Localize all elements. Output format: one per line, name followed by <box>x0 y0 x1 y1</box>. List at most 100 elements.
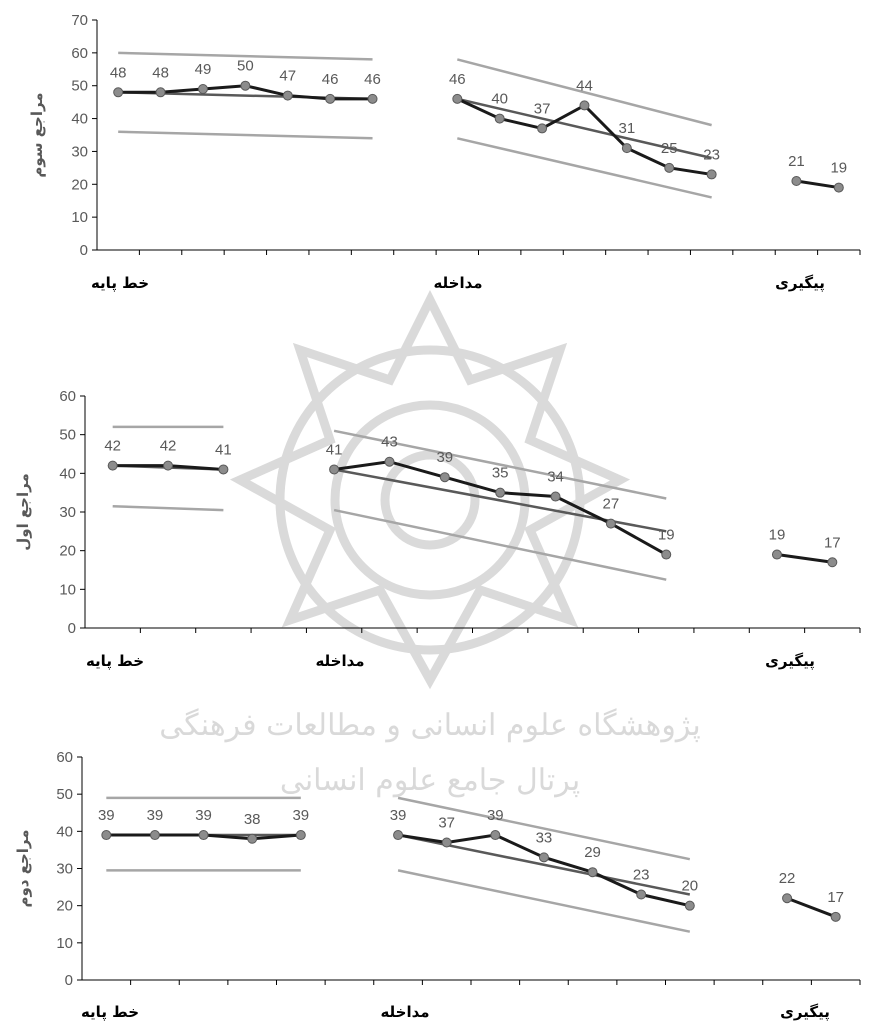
intervention-point <box>494 113 505 124</box>
intervention-data-label: 39 <box>436 449 453 466</box>
intervention-point <box>664 162 675 173</box>
intervention-data-label: 29 <box>584 844 601 861</box>
y-tick-label: 30 <box>56 861 73 878</box>
baseline-data-label: 46 <box>364 71 381 88</box>
intervention-point <box>537 123 548 134</box>
baseline-upper-band <box>118 51 373 61</box>
y-tick-label: 60 <box>71 45 88 62</box>
followup-point <box>791 176 802 186</box>
followup-data-label: 17 <box>827 889 844 906</box>
intervention-data-label: 19 <box>658 527 675 544</box>
baseline-data-label: 46 <box>322 71 339 88</box>
baseline-data-label: 39 <box>195 807 212 824</box>
intervention-data-label: 44 <box>576 77 593 94</box>
y-tick-label: 50 <box>56 786 73 803</box>
baseline-point <box>295 830 306 841</box>
intervention-data-label: 39 <box>390 807 407 824</box>
y-tick-label: 10 <box>59 581 76 598</box>
intervention-point <box>439 472 450 483</box>
followup-point <box>833 182 844 193</box>
baseline-data-label: 39 <box>98 807 115 824</box>
intervention-data-label: 43 <box>381 434 398 451</box>
intervention-data-label: 41 <box>326 441 343 458</box>
intervention-data-label: 40 <box>491 91 508 108</box>
phase-label: مداخله <box>433 274 482 292</box>
intervention-point <box>393 830 404 841</box>
followup-point <box>782 893 793 904</box>
watermark-line-1: پژوهشگاه علوم انسانی و مطالعات فرهنگی <box>159 708 701 743</box>
intervention-data-label: 37 <box>438 814 455 831</box>
y-tick-label: 0 <box>65 972 73 989</box>
baseline-data-label: 41 <box>215 441 232 458</box>
y-tick-label: 30 <box>71 143 88 160</box>
baseline-data-label: 47 <box>279 68 296 85</box>
baseline-point <box>247 833 258 844</box>
y-tick-label: 50 <box>71 78 88 95</box>
y-tick-label: 60 <box>56 749 73 766</box>
phase-label: پیگیری <box>765 652 815 671</box>
y-tick-label: 40 <box>56 823 73 840</box>
y-tick-label: 20 <box>59 543 76 560</box>
y-tick-label: 70 <box>71 12 88 29</box>
y-tick-label: 30 <box>59 504 76 521</box>
baseline-data-label: 48 <box>110 64 127 81</box>
intervention-data-label: 33 <box>536 829 553 846</box>
baseline-data-label: 48 <box>152 64 169 81</box>
intervention-lower-band <box>397 869 691 933</box>
intervention-upper-band <box>456 58 712 127</box>
y-axis-label: مراجع اول <box>14 473 32 551</box>
phase-label: خط پایه <box>86 652 144 671</box>
baseline-point <box>218 464 229 475</box>
y-axis-label: مراجع دوم <box>14 829 32 907</box>
y-tick-label: 10 <box>56 935 73 952</box>
intervention-data-label: 37 <box>534 100 551 117</box>
phase-label: خط پایه <box>91 274 149 293</box>
intervention-point <box>490 830 501 841</box>
phase-label: پیگیری <box>775 274 825 293</box>
y-tick-label: 60 <box>59 388 76 405</box>
followup-data-label: 17 <box>824 534 841 551</box>
y-tick-label: 40 <box>59 465 76 482</box>
baseline-data-label: 39 <box>147 807 164 824</box>
intervention-data-label: 34 <box>547 469 564 486</box>
baseline-point <box>325 93 336 104</box>
intervention-data-label: 31 <box>619 120 636 137</box>
intervention-data-label: 20 <box>681 878 698 895</box>
intervention-point <box>661 549 672 560</box>
chart-2: 0 10 20 30 40 50 60 مراجع اول خط پایه مداخله پیگیر… <box>14 388 861 671</box>
followup-point <box>771 549 782 560</box>
phase-label: پیگیری <box>780 1003 830 1022</box>
y-axis-label: مراجع سوم <box>28 92 46 177</box>
baseline-point <box>367 93 378 104</box>
followup-data-label: 19 <box>769 527 786 544</box>
intervention-point <box>605 518 616 529</box>
intervention-upper-band <box>397 796 691 861</box>
chart-1: 0 10 20 30 40 50 60 70 مراجع سوم خط پایه مداخله پیگ… <box>28 12 861 293</box>
baseline-lower-band <box>112 504 224 512</box>
baseline-point <box>107 460 118 471</box>
intervention-lower-band <box>333 508 667 581</box>
phase-label: مداخله <box>380 1003 429 1021</box>
y-tick-label: 20 <box>71 176 88 193</box>
intervention-trend-line <box>457 97 712 160</box>
intervention-point <box>441 837 452 848</box>
intervention-point <box>587 867 598 878</box>
intervention-lower-band <box>457 137 712 199</box>
baseline-point <box>240 80 251 91</box>
baseline-lower-band <box>118 130 373 140</box>
intervention-data-label: 25 <box>661 140 678 157</box>
intervention-point <box>579 100 590 111</box>
intervention-point <box>684 900 695 911</box>
y-tick-label: 10 <box>71 209 88 226</box>
intervention-point <box>495 487 506 498</box>
followup-point <box>827 557 838 568</box>
intervention-point <box>621 143 632 154</box>
intervention-data-label: 27 <box>603 496 620 513</box>
baseline-data-label: 38 <box>244 811 261 828</box>
intervention-data-label: 39 <box>487 807 504 824</box>
followup-series-line <box>776 553 833 564</box>
intervention-upper-band <box>333 429 667 500</box>
baseline-data-label: 49 <box>195 61 212 78</box>
intervention-data-label: 23 <box>633 867 650 884</box>
